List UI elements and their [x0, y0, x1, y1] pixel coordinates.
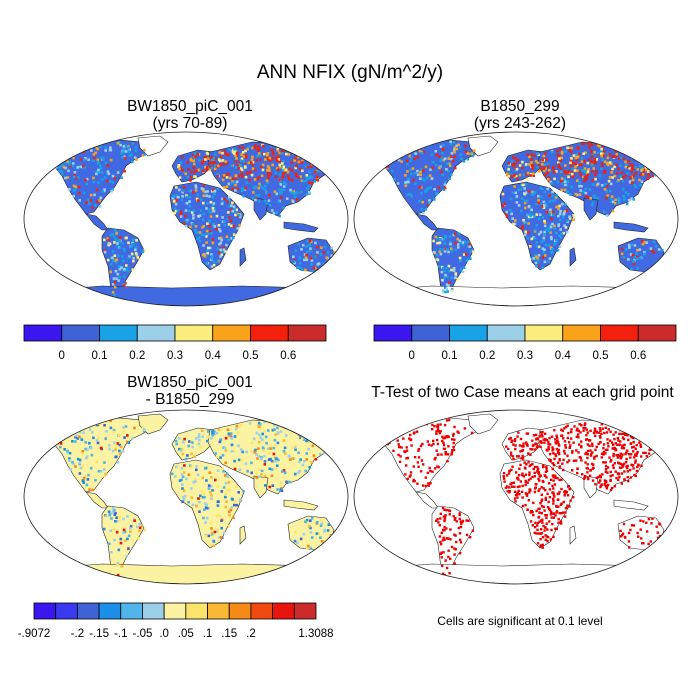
panel-4-title: T-Test of two Case means at each grid po… [371, 384, 674, 401]
panel-2-case-name: B1850_299 [480, 98, 560, 115]
colorbar-swatch [486, 324, 526, 342]
colorbar-panel-2: 0 0.1 0.2 0.3 0.4 0.5 0.6 [373, 324, 677, 362]
colorbar-swatch [562, 324, 601, 342]
land-indonesia [283, 499, 319, 511]
colorbar-tick-label: 0.2 [129, 350, 145, 362]
land-madagascar [569, 525, 577, 545]
land-india [253, 475, 269, 499]
grid-cells [381, 418, 662, 577]
colorbar-swatch [212, 324, 251, 342]
land-madagascar [569, 247, 577, 267]
colorbar-swatch [61, 324, 100, 342]
grid-cells [51, 141, 336, 297]
colorbar-tick-label: -.15 [89, 628, 109, 640]
land-india [583, 197, 599, 221]
colorbar-swatch [163, 602, 187, 620]
grid-cells [55, 419, 333, 578]
colorbar-swatch [76, 602, 100, 620]
land-africa [499, 459, 575, 549]
colorbar-tick-label: 1.3088 [298, 628, 333, 640]
colorbar-swatch [293, 602, 317, 620]
colorbar-swatch [55, 602, 78, 620]
colorbar-tick-label: 0.5 [593, 350, 609, 362]
land-madagascar [239, 525, 247, 545]
colorbar-tick-label: 0.5 [243, 350, 259, 362]
panel-3-case-name: BW1850_piC_001 [127, 374, 253, 391]
figure-title: ANN NFIX (gN/m^2/y) [256, 62, 444, 83]
map-panel-1 [23, 131, 349, 307]
colorbar-tick-label: .2 [246, 628, 256, 640]
colorbar-tick-label: -.9072 [18, 628, 51, 640]
colorbar-tick-label: 0.3 [517, 350, 533, 362]
map-panel-3 [23, 409, 349, 585]
colorbar-swatch [120, 602, 143, 620]
colorbar-tick-label: 0.4 [205, 350, 222, 362]
significance-note: Cells are significant at 0.1 level [437, 614, 603, 628]
colorbar-swatch [250, 602, 274, 620]
colorbar-swatch [99, 324, 138, 342]
colorbar-swatch [207, 602, 230, 620]
land-madagascar [239, 247, 247, 267]
land-greenland [467, 135, 499, 157]
panel-1-title: BW1850_piC_001 (yrs 70-89) [30, 98, 350, 132]
colorbar-tick-label: 0 [59, 350, 65, 362]
colorbar-swatch [637, 324, 677, 342]
colorbar-tick-label: .05 [178, 628, 194, 640]
colorbar-swatch [142, 602, 165, 620]
land-antarctica [379, 563, 665, 584]
map-panel-4 [353, 409, 679, 585]
colorbar-swatch [33, 602, 57, 620]
colorbar-tick-label: -.1 [114, 628, 127, 640]
colorbar-tick-label: 0.1 [92, 350, 108, 362]
colorbar-panel-3: -.9072 -.2 -.15 -.1 -.05 .0 .05 .1 .15 .2 1.3088 [18, 602, 334, 640]
colorbar-swatch [287, 324, 327, 342]
land-antarctica [49, 285, 335, 306]
panel-2-years: (yrs 243-262) [473, 115, 567, 132]
land-antarctica [49, 563, 335, 584]
colorbar-swatch [228, 602, 252, 620]
panel-1-years: (yrs 70-89) [152, 115, 228, 132]
colorbar-tick-label: 0.6 [280, 350, 296, 362]
colorbar-tick-label: 0.6 [630, 350, 646, 362]
colorbar-tick-label: -.05 [133, 628, 153, 640]
panel-2-title: B1850_299 (yrs 243-262) [360, 98, 680, 132]
colorbar-swatch [524, 324, 564, 342]
land-antarctica [379, 285, 665, 306]
colorbar-tick-label: 0.1 [442, 350, 458, 362]
colorbar-tick-label: 0.2 [479, 350, 495, 362]
land-indonesia [283, 221, 319, 233]
colorbar-swatch [411, 324, 450, 342]
colorbar-tick-label: 0 [409, 350, 415, 362]
colorbar-swatch [174, 324, 214, 342]
colorbar-panel-1: 0 0.1 0.2 0.3 0.4 0.5 0.6 [23, 324, 327, 362]
land-indonesia [613, 499, 649, 511]
colorbar-swatch [23, 324, 63, 342]
colorbar-tick-label: .15 [221, 628, 237, 640]
colorbar-swatch [185, 602, 208, 620]
panel-1-case-name: BW1850_piC_001 [127, 98, 253, 115]
colorbar-swatch [373, 324, 413, 342]
land-indonesia [613, 221, 649, 233]
map-panel-2 [353, 131, 679, 307]
colorbar-swatch [272, 602, 295, 620]
colorbar-swatch [98, 602, 122, 620]
land-africa [169, 181, 245, 271]
colorbar-tick-label: 0.4 [555, 350, 572, 362]
panel-3-difference: - B1850_299 [145, 391, 235, 408]
colorbar-swatch [136, 324, 176, 342]
panel-3-title: BW1850_piC_001 - B1850_299 [30, 374, 350, 408]
land-greenland [467, 413, 499, 435]
colorbar-swatch [250, 324, 289, 342]
colorbar-tick-label: -.2 [71, 628, 84, 640]
colorbar-tick-label: .0 [159, 628, 169, 640]
colorbar-tick-label: 0.3 [167, 350, 183, 362]
colorbar-swatch [449, 324, 488, 342]
colorbar-tick-label: .1 [203, 628, 213, 640]
colorbar-swatch [600, 324, 639, 342]
